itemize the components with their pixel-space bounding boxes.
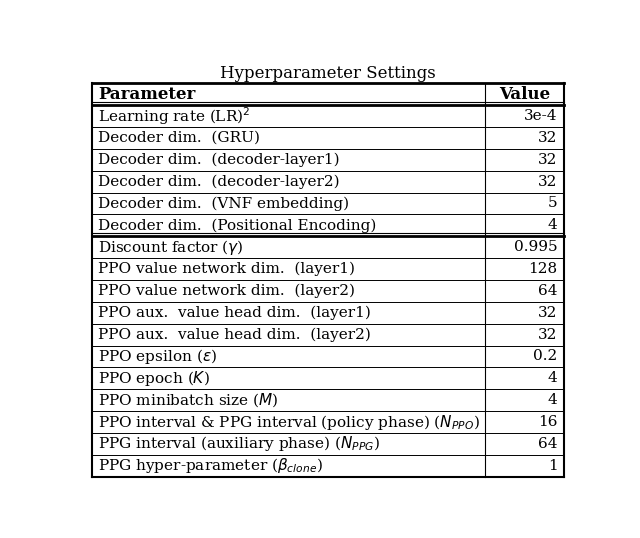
Text: 128: 128 xyxy=(529,262,557,276)
Text: Decoder dim.  (VNF embedding): Decoder dim. (VNF embedding) xyxy=(99,196,349,211)
Text: 32: 32 xyxy=(538,153,557,167)
Text: 4: 4 xyxy=(548,218,557,232)
Text: 32: 32 xyxy=(538,175,557,189)
Text: Decoder dim.  (decoder-layer1): Decoder dim. (decoder-layer1) xyxy=(99,153,340,167)
Text: Discount factor ($\gamma$): Discount factor ($\gamma$) xyxy=(99,238,244,257)
Text: 64: 64 xyxy=(538,437,557,451)
Text: PPO aux.  value head dim.  (layer2): PPO aux. value head dim. (layer2) xyxy=(99,328,371,342)
Text: PPO minibatch size ($M$): PPO minibatch size ($M$) xyxy=(99,391,279,409)
Text: PPO interval & PPG interval (policy phase) ($N_{PPO}$): PPO interval & PPG interval (policy phas… xyxy=(99,413,480,431)
Text: PPG hyper-parameter ($\beta_{clone}$): PPG hyper-parameter ($\beta_{clone}$) xyxy=(99,456,323,475)
Text: 32: 32 xyxy=(538,328,557,342)
Text: 32: 32 xyxy=(538,131,557,145)
Text: PPO value network dim.  (layer1): PPO value network dim. (layer1) xyxy=(99,262,355,276)
Text: Parameter: Parameter xyxy=(99,86,196,103)
Text: 1: 1 xyxy=(548,459,557,473)
Text: PPO epsilon ($\epsilon$): PPO epsilon ($\epsilon$) xyxy=(99,347,218,366)
Text: 5: 5 xyxy=(548,196,557,210)
Text: Decoder dim.  (GRU): Decoder dim. (GRU) xyxy=(99,131,260,145)
Text: 3e-4: 3e-4 xyxy=(524,109,557,123)
Text: PPO aux.  value head dim.  (layer1): PPO aux. value head dim. (layer1) xyxy=(99,306,371,320)
Text: 32: 32 xyxy=(538,306,557,320)
Text: 0.2: 0.2 xyxy=(533,350,557,364)
Text: PPO epoch ($K$): PPO epoch ($K$) xyxy=(99,369,210,388)
Text: Decoder dim.  (decoder-layer2): Decoder dim. (decoder-layer2) xyxy=(99,174,340,189)
Text: 4: 4 xyxy=(548,371,557,385)
Text: Decoder dim.  (Positional Encoding): Decoder dim. (Positional Encoding) xyxy=(99,218,377,232)
Text: Learning rate (LR)$^2$: Learning rate (LR)$^2$ xyxy=(99,105,251,127)
Text: PPO value network dim.  (layer2): PPO value network dim. (layer2) xyxy=(99,284,355,298)
Text: Hyperparameter Settings: Hyperparameter Settings xyxy=(220,66,436,82)
Text: Value: Value xyxy=(499,86,550,103)
Text: PPG interval (auxiliary phase) ($N_{PPG}$): PPG interval (auxiliary phase) ($N_{PPG}… xyxy=(99,435,380,454)
Text: 16: 16 xyxy=(538,415,557,429)
Text: 4: 4 xyxy=(548,393,557,407)
Text: 64: 64 xyxy=(538,284,557,298)
Text: 0.995: 0.995 xyxy=(514,240,557,254)
